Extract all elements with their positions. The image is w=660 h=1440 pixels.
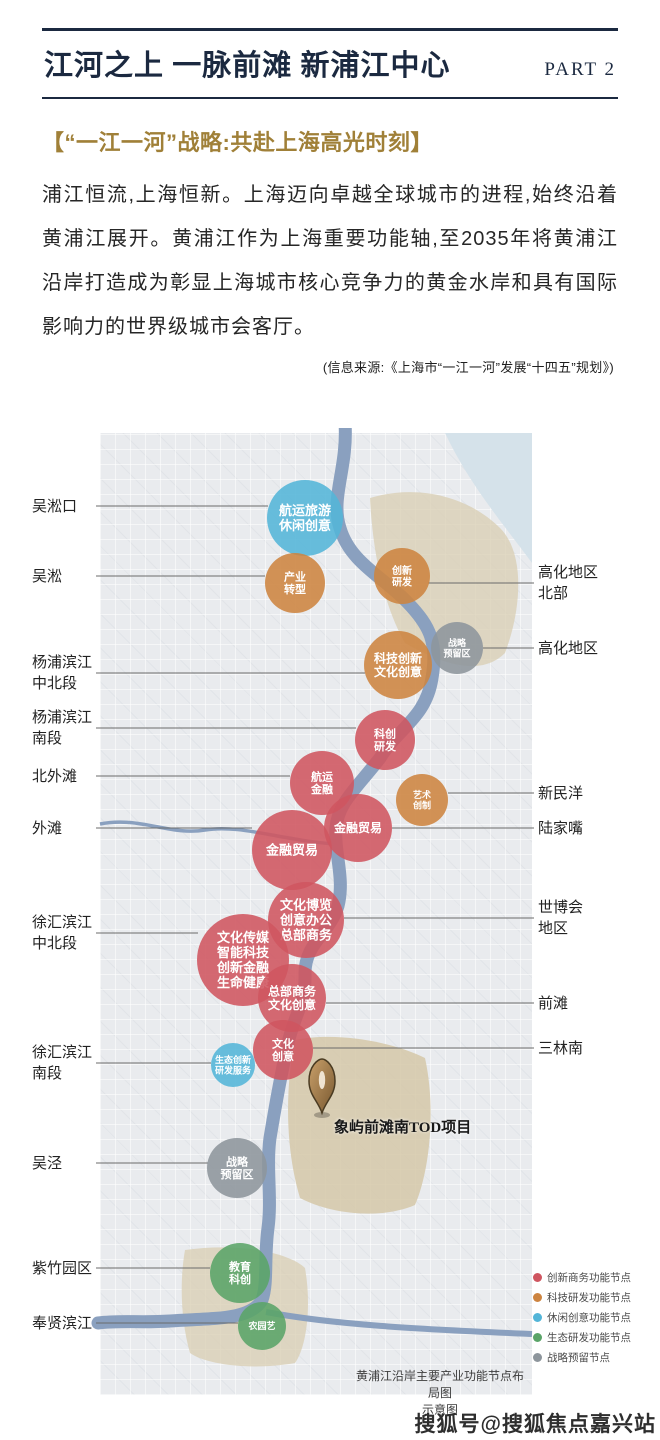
map-area-label: 世博会 地区 [538, 899, 584, 937]
body-paragraph: 浦江恒流,上海恒新。上海迈向卓越全球城市的进程,始终沿着黄浦江展开。黄浦江作为上… [42, 184, 618, 338]
legend-item: 休闲创意功能节点 [533, 1310, 631, 1325]
map-area-label: 杨浦滨江 中北段 [32, 654, 93, 692]
map-background [100, 433, 532, 1395]
map-area-label: 三林南 [538, 1039, 584, 1057]
legend-label: 休闲创意功能节点 [547, 1312, 631, 1324]
map-area-label: 北外滩 [32, 767, 78, 785]
project-pin-label: 象屿前滩南TOD项目 [334, 1120, 472, 1136]
map-area-label: 陆家嘴 [538, 819, 584, 837]
map-area-label: 高化地区 北部 [538, 564, 599, 602]
legend-label: 生态研发功能节点 [547, 1332, 631, 1344]
article-page: 江河之上 一脉前滩 新浦江中心 PART 2 【“一江一河”战略:共赴上海高光时… [0, 28, 660, 1440]
legend-item: 战略预留节点 [533, 1350, 631, 1365]
map-area-label: 吴淞口 [32, 497, 78, 515]
map-area-label: 紫竹园区 [32, 1259, 93, 1277]
legend-item: 生态研发功能节点 [533, 1330, 631, 1345]
source-note: (信息来源:《上海市“一江一河”发展“十四五”规划》) [322, 360, 614, 375]
map-area-label: 徐汇滨江 中北段 [32, 914, 93, 952]
legend-item: 科技研发功能节点 [533, 1290, 631, 1305]
map-caption-line1: 黄浦江沿岸主要产业功能节点布局图 [355, 1369, 524, 1400]
legend-dot-icon [533, 1293, 542, 1302]
river-function-map: 航运旅游休闲创意 产业转型 创新研发 战略预留区 科技创新文化创意 科创研发 航运金融 艺术创… [0, 428, 660, 1417]
article-header: 江河之上 一脉前滩 新浦江中心 PART 2 [42, 28, 618, 99]
map-area-label: 徐汇滨江 南段 [32, 1044, 93, 1082]
map-area-label: 前滩 [538, 994, 569, 1012]
page-title: 江河之上 一脉前滩 新浦江中心 [44, 50, 451, 82]
legend-dot-icon [533, 1273, 542, 1282]
legend-dot-icon [533, 1333, 542, 1342]
legend-label: 科技研发功能节点 [547, 1292, 631, 1304]
map-area-label: 外滩 [32, 819, 63, 837]
map-area-label: 吴淞 [32, 567, 63, 585]
map-area-label: 吴泾 [32, 1154, 63, 1172]
map-area-label: 奉贤滨江 [32, 1314, 93, 1332]
sohu-watermark: 搜狐号@搜狐焦点嘉兴站 [414, 1413, 656, 1436]
legend-label: 战略预留节点 [547, 1352, 610, 1364]
map-area-label: 杨浦滨江 南段 [32, 709, 93, 747]
part-label: PART 2 [544, 59, 616, 80]
legend-item: 创新商务功能节点 [533, 1270, 631, 1285]
map-area-label: 新民洋 [538, 784, 584, 802]
section-heading: 【“一江一河”战略:共赴上海高光时刻】 [42, 130, 433, 155]
legend-dot-icon [533, 1353, 542, 1362]
legend-label: 创新商务功能节点 [547, 1272, 631, 1284]
map-legend: 创新商务功能节点 科技研发功能节点 休闲创意功能节点 生态研发功能节点 战略预留节点 [533, 1270, 631, 1365]
map-area-label: 高化地区 [538, 639, 599, 657]
legend-dot-icon [533, 1313, 542, 1322]
